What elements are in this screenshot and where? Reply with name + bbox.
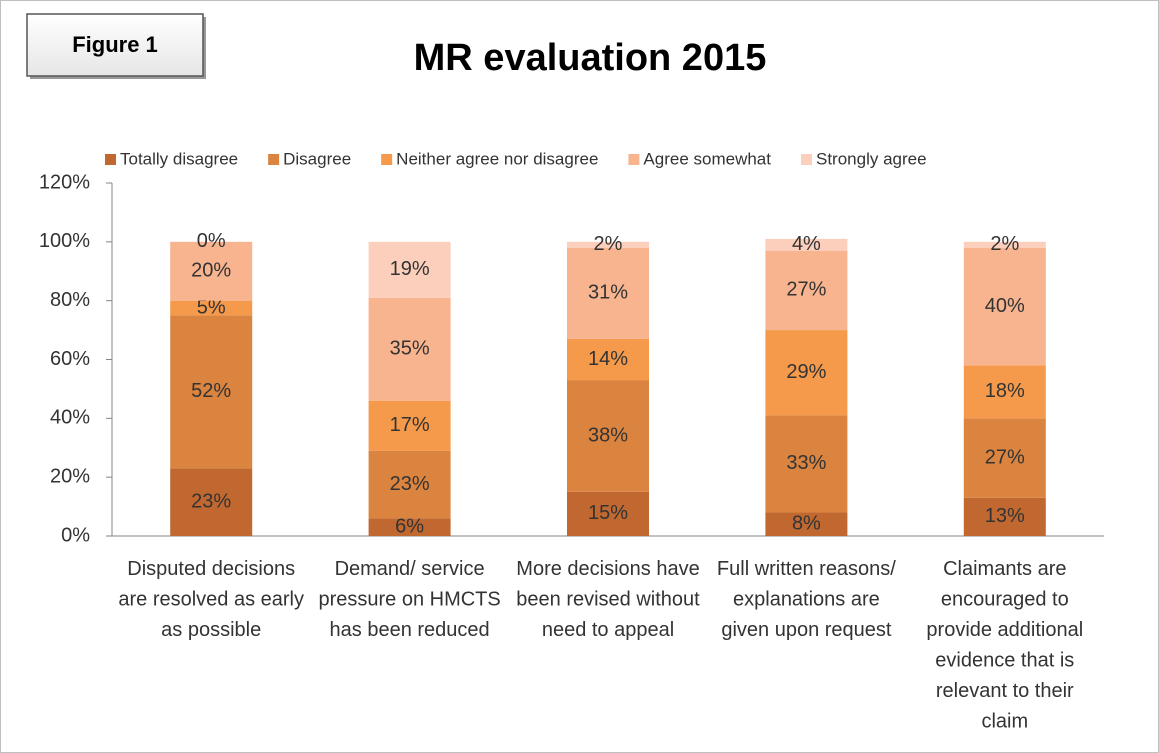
- figure-box: [26, 13, 204, 77]
- y-tick-label: 80%: [50, 289, 90, 311]
- figure-label: Figure 1: [72, 32, 158, 57]
- y-tick-label: 20%: [50, 465, 90, 487]
- legend-label: Agree somewhat: [643, 149, 771, 168]
- legend-swatch: [381, 154, 393, 165]
- data-label: 8%: [792, 513, 821, 535]
- bar-segment: [765, 415, 848, 513]
- bar-segment: [765, 238, 848, 251]
- bar-segment: [567, 338, 649, 381]
- bar-segment: [963, 418, 1046, 498]
- data-label: 18%: [985, 380, 1025, 402]
- y-tick-label: 120%: [39, 171, 90, 193]
- data-label: 2%: [990, 233, 1019, 255]
- data-label: 38%: [588, 424, 628, 446]
- data-label: 17%: [390, 414, 430, 436]
- data-label: 15%: [588, 502, 628, 524]
- data-label: 19%: [390, 258, 430, 280]
- bar-segment: [567, 241, 649, 248]
- y-tick-label: 60%: [50, 348, 90, 370]
- bar-segment: [368, 297, 451, 401]
- data-label: 20%: [191, 260, 231, 282]
- data-label: 52%: [191, 380, 231, 402]
- data-label: 6%: [395, 515, 424, 537]
- data-label: 13%: [985, 505, 1025, 527]
- data-label: 33%: [786, 452, 826, 474]
- legend-swatch: [800, 154, 812, 165]
- legend-swatch: [268, 154, 280, 165]
- bar-segment: [963, 497, 1046, 536]
- bar-segment: [170, 300, 253, 316]
- bar-segment: [368, 450, 451, 519]
- bar-segment: [368, 400, 451, 451]
- data-label: 4%: [792, 233, 821, 255]
- y-tick-label: 0%: [61, 524, 90, 546]
- x-tick-label: Demand/ service pressure on HMCTS has been…: [318, 558, 500, 641]
- data-label: 27%: [786, 279, 826, 301]
- data-label: 23%: [191, 490, 231, 512]
- data-label: 31%: [588, 282, 628, 304]
- x-tick-label: Disputed decisions are resolved as early a…: [118, 558, 304, 641]
- legend-label: Totally disagree: [120, 149, 238, 168]
- legend-swatch: [105, 154, 116, 165]
- data-label: 29%: [786, 361, 826, 383]
- data-label: 35%: [390, 337, 430, 359]
- legend-label: Strongly agree: [816, 149, 927, 168]
- bar-segment: [170, 468, 253, 536]
- bar-segment: [765, 250, 848, 331]
- bar-segment: [963, 247, 1046, 366]
- x-tick-label: Full written reasons/explanations are giv…: [717, 558, 896, 641]
- x-tick-label: More decisions have been revised without n…: [516, 558, 700, 641]
- legend-label: Neither agree nor disagree: [396, 149, 598, 168]
- bar-segment: [567, 380, 649, 492]
- bar-segment: [963, 365, 1046, 419]
- x-tick-label: Claimants are encouraged to provide additi…: [926, 558, 1083, 733]
- bar-segment: [170, 315, 253, 469]
- bar-segment: [368, 518, 451, 536]
- data-label: 5%: [197, 296, 226, 318]
- legend-swatch: [628, 154, 640, 165]
- data-label: 23%: [390, 473, 430, 495]
- data-label: 14%: [588, 348, 628, 370]
- data-label: 40%: [985, 295, 1025, 317]
- bar-segment: [567, 247, 649, 339]
- bar-segment: [765, 512, 848, 536]
- y-tick-label: 100%: [39, 230, 90, 252]
- bar-segment: [368, 241, 451, 298]
- data-label: 27%: [985, 446, 1025, 468]
- y-tick-label: 40%: [50, 407, 90, 429]
- data-label: 2%: [594, 233, 623, 255]
- chart-title: MR evaluation 2015: [414, 37, 767, 79]
- legend-label: Disagree: [283, 149, 351, 168]
- bar-segment: [963, 241, 1046, 248]
- bar-segment: [567, 491, 649, 536]
- bar-segment: [170, 241, 253, 301]
- data-label: 0%: [197, 230, 226, 252]
- bar-segment: [765, 330, 848, 416]
